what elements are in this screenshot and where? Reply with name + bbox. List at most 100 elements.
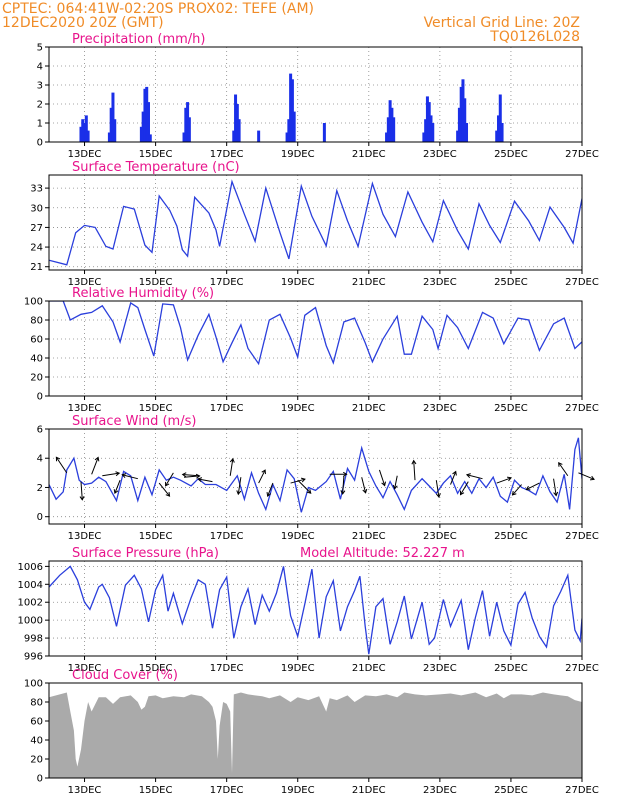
- precip-title: Precipitation (mm/h): [72, 32, 205, 47]
- precip-bar: [289, 73, 293, 142]
- wind-arrowhead: [553, 491, 559, 497]
- precip-bar: [429, 115, 433, 142]
- wind-arrowhead: [411, 459, 417, 465]
- wind-arrowhead: [300, 477, 306, 483]
- precip-bar: [182, 132, 186, 142]
- wind-arrow: [526, 482, 540, 491]
- wind-xtick-label: 17DEC: [210, 531, 244, 542]
- wind-arrow: [512, 484, 522, 496]
- precip-bar: [83, 123, 87, 142]
- wind-arrowhead: [236, 490, 242, 496]
- header-line-1: CPTEC: 064:41W-02:20S PROX02: TEFE (AM): [2, 1, 314, 17]
- precip-xtick-label: 19DEC: [281, 149, 315, 160]
- pres-xtick-label: 21DEC: [352, 663, 386, 674]
- wind-ytick-label: 6: [37, 425, 43, 436]
- wind-xtick-label: 13DEC: [68, 531, 102, 542]
- temp-xtick-label: 19DEC: [281, 277, 315, 288]
- precip-bar: [427, 102, 431, 142]
- precip-bar: [234, 94, 238, 142]
- precip-bar: [465, 123, 469, 142]
- wind-arrowhead: [306, 489, 312, 494]
- wind-arrowhead: [342, 471, 348, 477]
- temp-ytick-label: 27: [30, 223, 43, 234]
- wind-arrowhead: [261, 469, 266, 475]
- temp-xtick-label: 21DEC: [352, 277, 386, 288]
- wind-arrow: [553, 478, 557, 496]
- wind-arrowhead: [459, 490, 465, 496]
- wind-frame: [48, 428, 583, 525]
- precip-bar: [456, 130, 460, 142]
- precip-bar: [81, 119, 85, 142]
- precip-bar: [141, 111, 145, 142]
- pres-frame: [48, 560, 583, 657]
- pres-ytick-label: 998: [24, 634, 43, 645]
- precip-bar: [498, 94, 502, 142]
- wind-panel: Surface Wind (m/s) 0 2 4 6 13DEC 15DEC 17DEC 19D…: [37, 414, 599, 542]
- temp-frame: [48, 174, 583, 271]
- precip-bar: [139, 126, 143, 142]
- precip-xtick-label: 21DEC: [352, 149, 386, 160]
- wind-title: Surface Wind (m/s): [72, 414, 196, 429]
- precip-xtick-label: 13DEC: [68, 149, 102, 160]
- rh-series-line: [49, 301, 582, 366]
- cloud-xtick-label: 13DEC: [68, 785, 102, 796]
- wind-arrowhead: [165, 481, 170, 487]
- precip-bar: [392, 117, 396, 142]
- pres-series-line: [49, 565, 582, 655]
- wind-arrowhead: [511, 490, 517, 496]
- cloud-xtick-label: 21DEC: [352, 785, 386, 796]
- wind-arrowhead: [115, 471, 121, 477]
- wind-arrow: [496, 477, 512, 484]
- rh-ytick-label: 40: [30, 354, 43, 365]
- cloud-panel: Cloud Cover (%) 0 20 40 60 80 100 13DEC 15DEC 17D…: [24, 668, 599, 796]
- pres-ytick-label: 1002: [18, 598, 43, 609]
- rh-ytick-label: 20: [30, 373, 43, 384]
- wind-arrowhead: [181, 472, 187, 478]
- rh-ytick-label: 80: [30, 316, 43, 327]
- wind-arrowhead: [113, 489, 119, 495]
- temp-title: Surface Temperature (nC): [72, 160, 240, 175]
- cloud-ytick-label: 80: [30, 698, 43, 709]
- wind-xtick-label: 27DEC: [565, 531, 599, 542]
- wind-arrow: [91, 457, 99, 475]
- cloud-xtick-label: 19DEC: [281, 785, 315, 796]
- precip-xtick-label: 27DEC: [565, 149, 599, 160]
- wind-arrowhead: [435, 493, 441, 499]
- rh-title: Relative Humidity (%): [72, 286, 214, 301]
- wind-arrowhead: [229, 457, 235, 463]
- wind-ytick-label: 4: [37, 454, 43, 465]
- wind-arrow: [435, 480, 440, 498]
- rh-frame: [48, 300, 583, 397]
- wind-arrow: [578, 472, 595, 480]
- precip-bar: [495, 130, 499, 142]
- wind-arrowhead: [506, 476, 512, 482]
- rh-xtick-label: 15DEC: [139, 403, 173, 414]
- precip-bar: [390, 107, 394, 142]
- wind-arrowhead: [452, 470, 457, 476]
- wind-arrowhead: [525, 485, 531, 491]
- precip-bar: [422, 132, 426, 142]
- pres-xtick-label: 15DEC: [139, 663, 173, 674]
- pres-ytick-label: 996: [24, 652, 43, 663]
- precip-bar: [287, 119, 291, 142]
- rh-xtick-label: 25DEC: [494, 403, 528, 414]
- wind-arrowhead: [266, 492, 272, 497]
- wind-arrow: [55, 456, 68, 474]
- wind-xtick-label: 15DEC: [139, 531, 173, 542]
- cloud-title: Cloud Cover (%): [72, 668, 178, 683]
- wind-arrow: [466, 474, 483, 480]
- precip-ytick-label: 5: [37, 43, 43, 54]
- precip-bar: [187, 117, 191, 142]
- wind-arrow: [229, 458, 234, 476]
- precip-bar: [84, 115, 88, 142]
- wind-arrow: [258, 469, 266, 484]
- wind-arrow: [378, 469, 386, 486]
- precip-bar: [388, 100, 392, 142]
- temp-ytick-label: 21: [30, 262, 43, 273]
- precip-bar: [148, 134, 152, 142]
- wind-arrowhead: [55, 456, 61, 462]
- precip-bar: [79, 126, 83, 142]
- precip-bar: [113, 119, 117, 142]
- wind-arrowhead: [558, 461, 563, 467]
- precip-bar: [237, 119, 241, 142]
